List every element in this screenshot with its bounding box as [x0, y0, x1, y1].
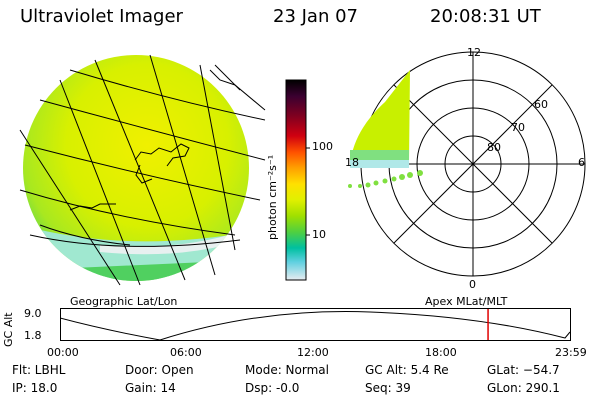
geographic-image — [19, 54, 266, 286]
gc-altitude-info: GC Alt: 5.4 Re — [365, 363, 449, 377]
orbit-ymax: 9.0 — [24, 307, 42, 320]
observation-date: 23 Jan 07 — [273, 6, 358, 27]
geographic-label: Geographic Lat/Lon — [70, 295, 178, 308]
mlt-label-18: 18 — [345, 156, 359, 169]
observation-time: 20:08:31 UT — [430, 6, 541, 27]
auroral-emission-region — [350, 70, 410, 164]
colorbar-tick-100: 100 — [312, 140, 333, 153]
graticule-lines — [19, 54, 266, 286]
colorbar-scale — [285, 79, 307, 281]
lat-label-70: 70 — [511, 121, 525, 134]
mode-info: Mode: Normal — [245, 363, 329, 377]
colorbar-unit-label: photon cm⁻²s⁻¹ — [266, 154, 279, 240]
orbit-xtick-2: 12:00 — [297, 346, 329, 359]
continent-outlines — [39, 64, 266, 246]
orbit-xtick-3: 18:00 — [425, 346, 457, 359]
altitude-curve — [60, 311, 571, 341]
gain-info: Gain: 14 — [125, 381, 176, 395]
geo-longitude-info: GLon: 290.1 — [487, 381, 560, 395]
dsp-info: Dsp: -0.0 — [245, 381, 300, 395]
lat-label-60: 60 — [534, 98, 548, 111]
orbit-ylabel: GC Alt — [2, 312, 15, 347]
orbit-xtick-1: 06:00 — [170, 346, 202, 359]
colorbar — [285, 79, 310, 281]
orbit-footprint-dots — [348, 170, 423, 188]
mlt-label-12: 12 — [467, 46, 481, 59]
orbit-ymin: 1.8 — [24, 329, 42, 342]
orbit-xtick-0: 00:00 — [47, 346, 79, 359]
instrument-title: Ultraviolet Imager — [20, 6, 183, 27]
sequence-info: Seq: 39 — [365, 381, 411, 395]
filter-info: Flt: LBHL — [12, 363, 66, 377]
geo-latitude-info: GLat: −54.7 — [487, 363, 560, 377]
ip-info: IP: 18.0 — [12, 381, 58, 395]
door-info: Door: Open — [125, 363, 194, 377]
apex-label: Apex MLat/MLT — [425, 295, 508, 308]
colorbar-tick-10: 10 — [312, 228, 326, 241]
orbit-plot-frame — [60, 308, 571, 341]
lat-label-80: 80 — [487, 141, 501, 154]
mlt-label-0: 0 — [469, 278, 476, 291]
earth-disk — [23, 55, 249, 281]
mlt-label-6: 6 — [578, 156, 585, 169]
polar-plot — [348, 51, 586, 277]
orbit-xtick-4: 23:59 — [555, 346, 587, 359]
orbit-altitude-plot — [60, 308, 571, 341]
